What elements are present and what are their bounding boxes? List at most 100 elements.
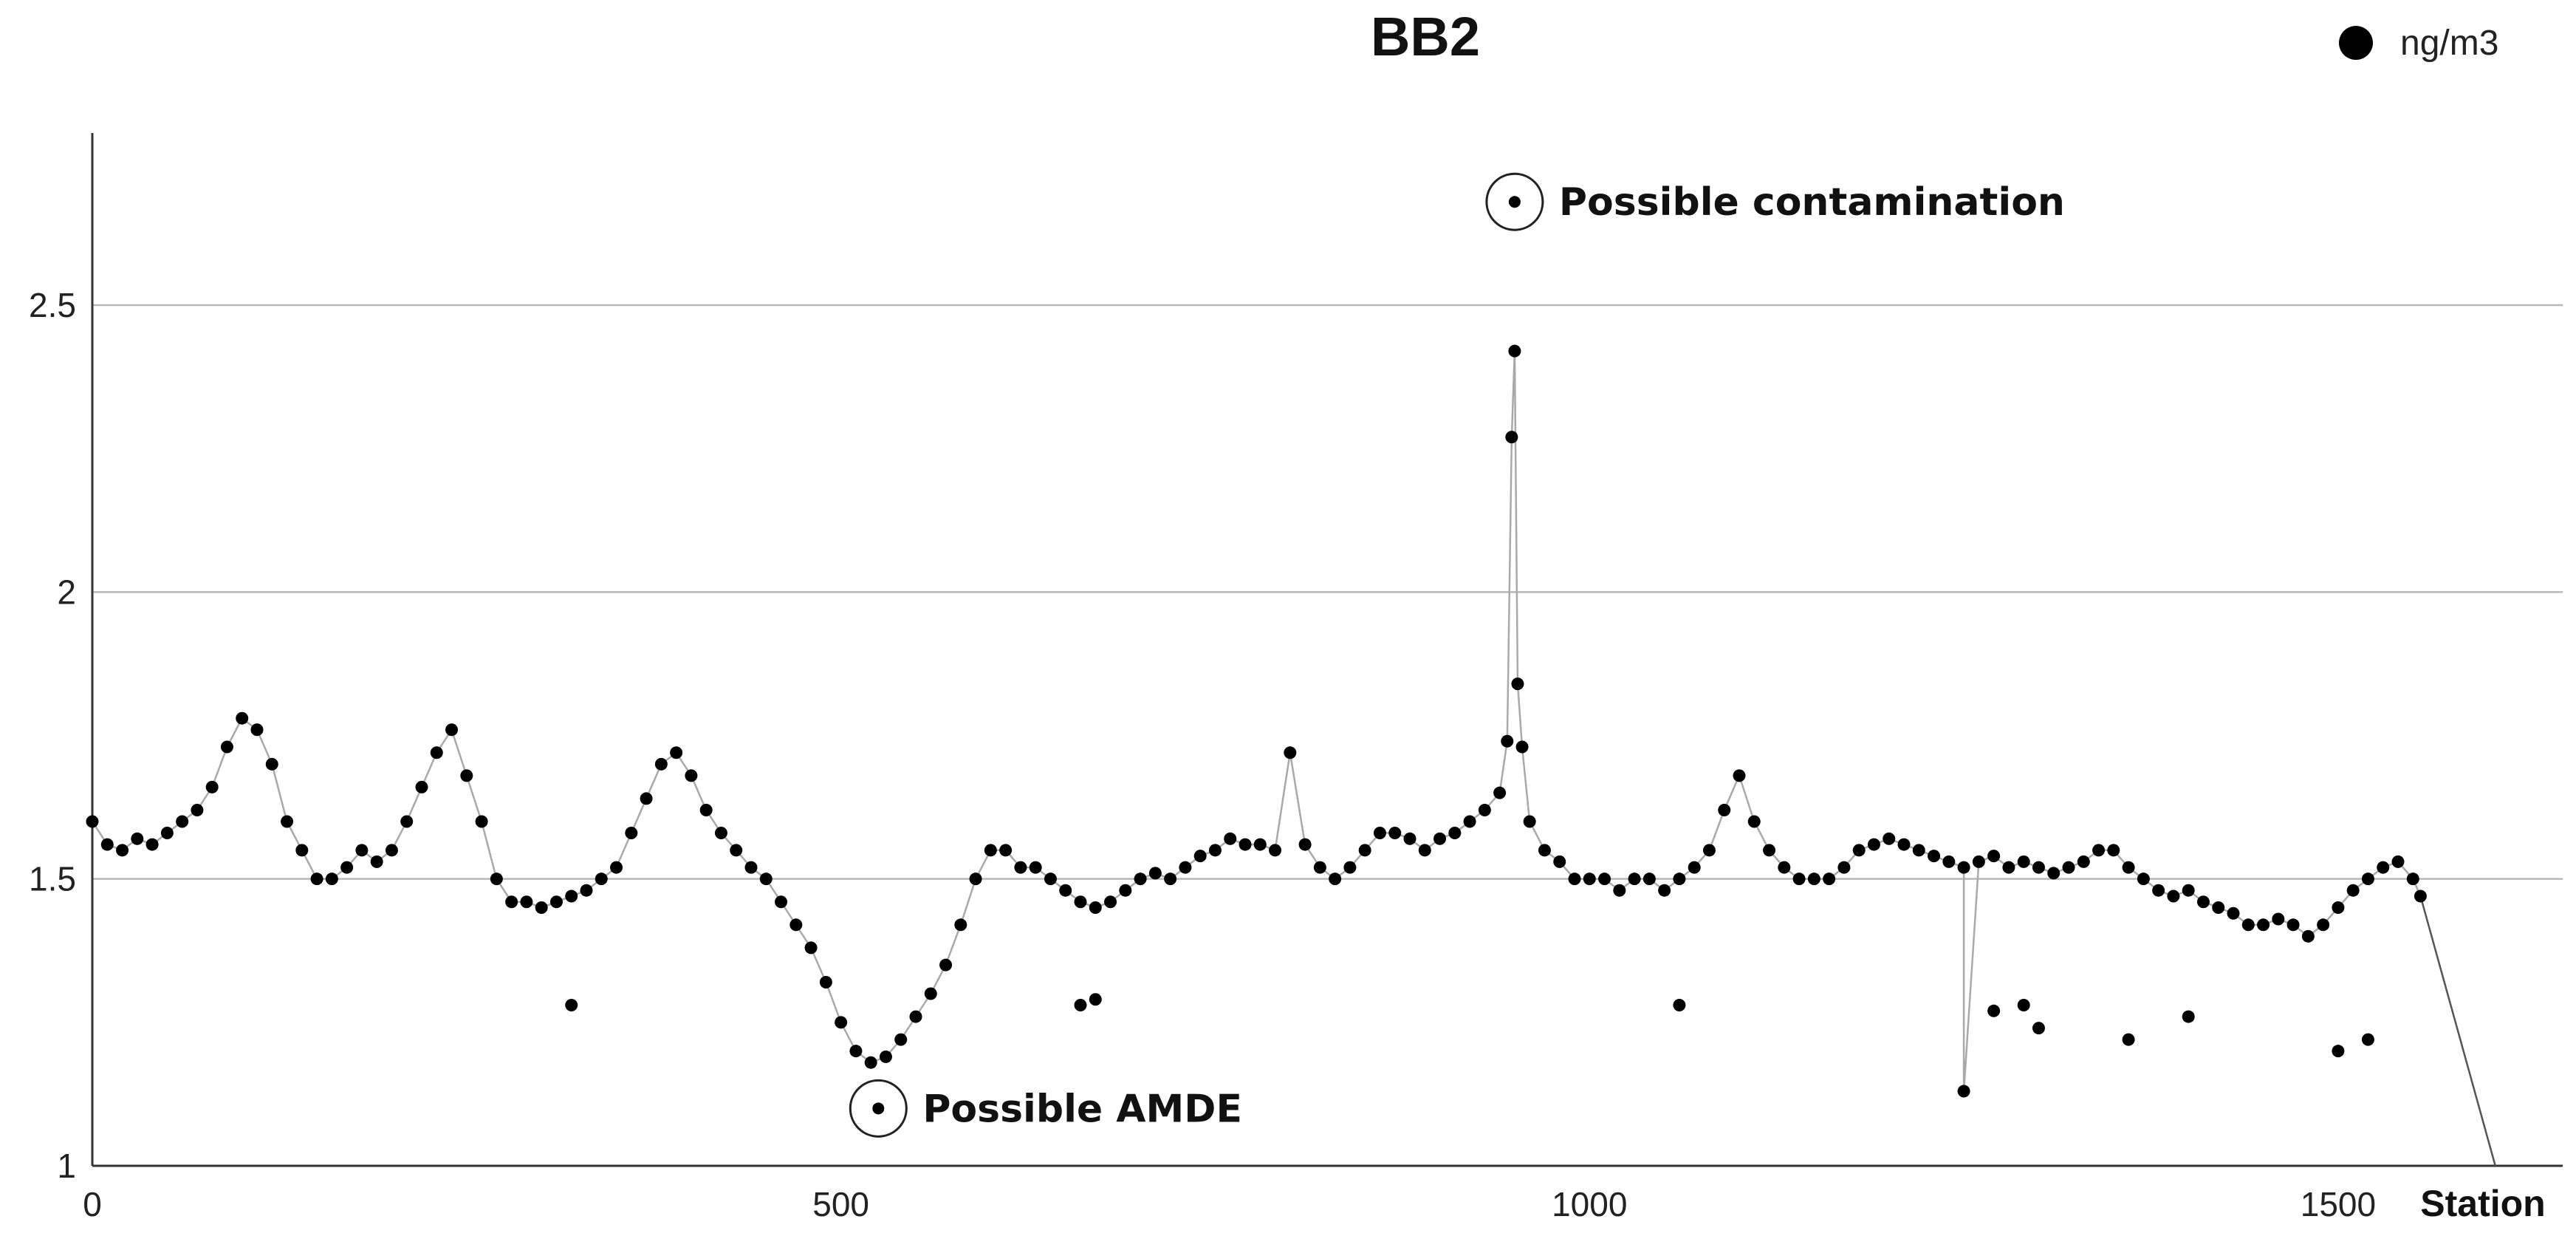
data-point xyxy=(116,844,129,857)
data-point xyxy=(1928,850,1941,863)
annotation-dot xyxy=(1508,196,1521,208)
data-point xyxy=(2182,1010,2195,1023)
data-point xyxy=(2122,1033,2135,1046)
data-point xyxy=(1179,861,1192,874)
data-point xyxy=(654,757,668,771)
data-point xyxy=(400,815,414,828)
data-point xyxy=(1702,844,1716,857)
data-point xyxy=(2047,867,2061,880)
data-point xyxy=(1538,844,1551,857)
data-point xyxy=(610,861,623,874)
data-point xyxy=(250,723,264,737)
data-point xyxy=(310,873,323,886)
data-point xyxy=(2406,873,2419,886)
data-point xyxy=(640,792,653,805)
x-tick-label: 1000 xyxy=(1552,1185,1627,1223)
data-point xyxy=(714,827,727,840)
data-point xyxy=(1628,873,1641,886)
data-point xyxy=(191,803,204,816)
data-point xyxy=(1089,901,1102,914)
data-point xyxy=(145,838,159,851)
y-tick-label: 2.5 xyxy=(29,286,76,324)
legend-label: ng/m3 xyxy=(2400,24,2498,63)
data-point xyxy=(999,844,1013,857)
data-point xyxy=(1972,855,1985,868)
data-point xyxy=(1583,873,1596,886)
data-point xyxy=(295,844,309,857)
data-point xyxy=(160,827,174,840)
data-point xyxy=(2137,873,2150,886)
data-point xyxy=(744,861,758,874)
data-point xyxy=(1044,873,1057,886)
data-point xyxy=(1957,861,1970,874)
data-point xyxy=(625,827,638,840)
data-point xyxy=(1269,844,1282,857)
data-point xyxy=(2227,906,2240,920)
data-point xyxy=(1373,827,1386,840)
data-point xyxy=(176,815,189,828)
data-point xyxy=(2122,861,2135,874)
x-tick-label: 1500 xyxy=(2301,1185,2376,1223)
data-point xyxy=(100,838,114,851)
data-point xyxy=(1329,873,1342,886)
x-axis-label: Station xyxy=(2420,1183,2545,1224)
series-trailing-line xyxy=(2419,895,2496,1167)
data-point xyxy=(1763,844,1776,857)
data-point xyxy=(1164,873,1177,886)
data-point xyxy=(1613,884,1626,897)
y-tick-label: 1.5 xyxy=(29,860,76,898)
data-point xyxy=(1912,844,1925,857)
series-point-layer xyxy=(86,344,2427,1098)
data-point xyxy=(789,918,803,932)
data-point xyxy=(1658,884,1671,897)
data-point xyxy=(835,1016,848,1029)
data-point xyxy=(1059,884,1072,897)
x-tick-label: 0 xyxy=(83,1185,102,1223)
data-point xyxy=(1598,873,1611,886)
data-point xyxy=(670,746,683,759)
data-point xyxy=(730,844,743,857)
data-point xyxy=(86,815,99,828)
data-point xyxy=(1718,803,1731,816)
data-point xyxy=(1747,815,1761,828)
data-point xyxy=(984,844,997,857)
data-point xyxy=(939,958,953,972)
data-point xyxy=(445,723,459,737)
data-point xyxy=(1942,855,1956,868)
data-point xyxy=(2332,901,2345,914)
annotation-label: Possible contamination xyxy=(1559,180,2065,225)
data-point xyxy=(2391,855,2405,868)
data-point xyxy=(1733,769,1746,782)
data-point xyxy=(505,895,518,909)
data-point xyxy=(220,740,233,754)
data-point xyxy=(1523,815,1536,828)
data-point xyxy=(2317,918,2330,932)
data-point xyxy=(954,918,967,932)
data-point xyxy=(2062,861,2075,874)
data-point xyxy=(1463,815,1476,828)
data-point xyxy=(385,844,398,857)
data-point xyxy=(580,884,593,897)
data-point xyxy=(775,895,788,909)
data-point xyxy=(1987,850,2001,863)
x-tick-label: 500 xyxy=(812,1185,869,1223)
series-line xyxy=(91,351,2422,1092)
data-point xyxy=(475,815,488,828)
data-point xyxy=(1388,827,1402,840)
data-point xyxy=(819,975,832,989)
data-point xyxy=(460,769,473,782)
data-point xyxy=(1224,832,1237,845)
data-point xyxy=(1807,873,1820,886)
data-point xyxy=(1508,344,1521,358)
data-point xyxy=(699,803,713,816)
data-point xyxy=(894,1033,908,1046)
data-point xyxy=(1208,844,1222,857)
data-point xyxy=(1852,844,1866,857)
data-point xyxy=(1134,873,1147,886)
series-line-layer xyxy=(91,351,2496,1167)
data-point xyxy=(2002,861,2015,874)
data-point xyxy=(1867,838,1880,851)
data-point xyxy=(1987,1004,2001,1017)
data-point xyxy=(2032,861,2045,874)
